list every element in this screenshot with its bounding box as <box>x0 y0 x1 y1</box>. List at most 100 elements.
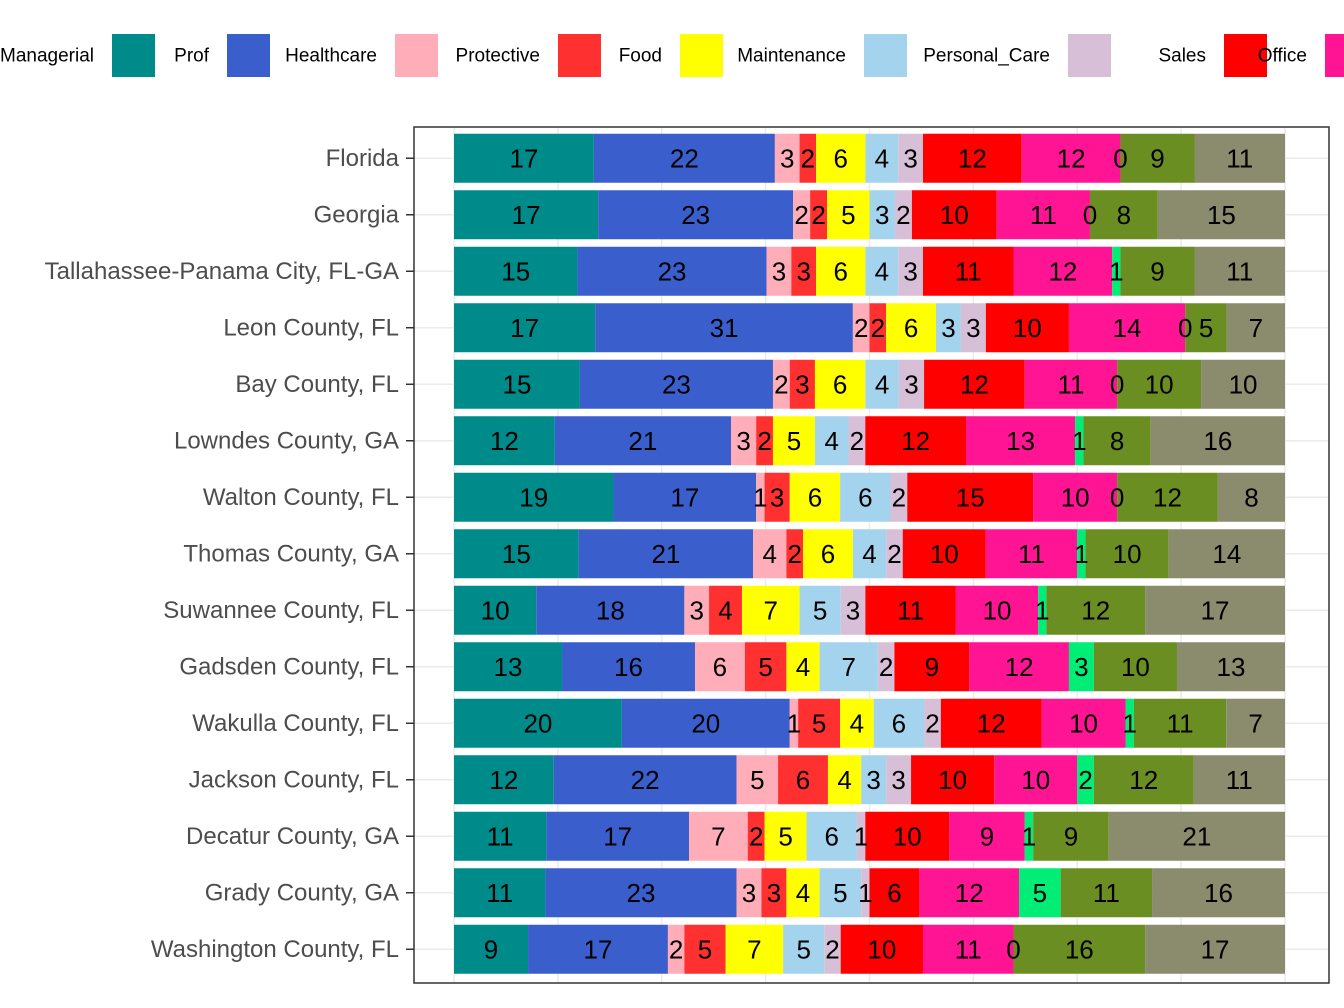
data-label: 4 <box>837 765 851 795</box>
data-label: 3 <box>796 256 810 286</box>
legend-label: Prof <box>174 46 210 67</box>
data-label: 20 <box>691 708 720 738</box>
data-label: 3 <box>770 482 784 512</box>
data-label: 12 <box>977 708 1006 738</box>
legend-key-series-9 <box>1325 34 1344 77</box>
y-tick-label: Georgia <box>314 201 400 228</box>
data-label: 3 <box>772 256 786 286</box>
data-label: 21 <box>1182 821 1211 851</box>
data-label: 10 <box>938 765 967 795</box>
y-tick-label: Leon County, FL <box>223 314 399 341</box>
data-label: 11 <box>1018 539 1045 569</box>
data-label: 6 <box>904 313 918 343</box>
data-label: 0 <box>1110 482 1124 512</box>
data-label: 17 <box>1201 934 1230 964</box>
data-label: 5 <box>841 200 855 230</box>
y-tick-label: Walton County, FL <box>203 484 399 511</box>
data-label: 16 <box>1203 426 1232 456</box>
legend-label: Protective <box>456 46 540 67</box>
data-label: 2 <box>801 143 815 173</box>
legend-key-series-3 <box>395 34 438 77</box>
data-label: 17 <box>510 313 539 343</box>
data-label: 3 <box>780 143 794 173</box>
data-label: 22 <box>670 143 699 173</box>
data-label: 2 <box>925 708 939 738</box>
data-label: 9 <box>980 821 994 851</box>
data-label: 2 <box>892 482 906 512</box>
legend: Managerial Prof Healthcare Protective Food Ma… <box>0 34 1344 77</box>
data-label: 2 <box>749 821 763 851</box>
legend-key-series-4 <box>558 34 601 77</box>
data-label: 10 <box>1013 313 1042 343</box>
data-label: 6 <box>833 256 847 286</box>
data-label: 4 <box>796 878 810 908</box>
data-label: 3 <box>903 143 917 173</box>
data-label: 12 <box>489 765 518 795</box>
data-label: 9 <box>1150 256 1164 286</box>
data-label: 3 <box>1074 652 1088 682</box>
data-label: 17 <box>584 934 613 964</box>
data-label: 11 <box>1226 765 1253 795</box>
data-label: 12 <box>1048 256 1077 286</box>
data-label: 6 <box>808 482 822 512</box>
data-label: 22 <box>631 765 660 795</box>
data-label: 16 <box>614 652 643 682</box>
data-label: 1 <box>858 878 872 908</box>
data-label: 12 <box>1005 652 1034 682</box>
data-label: 11 <box>955 934 982 964</box>
data-label: 14 <box>1113 313 1142 343</box>
data-label: 12 <box>490 426 519 456</box>
data-label: 5 <box>750 765 764 795</box>
data-label: 10 <box>983 595 1012 625</box>
data-label: 4 <box>875 143 889 173</box>
data-label: 2 <box>811 200 825 230</box>
data-label: 3 <box>866 765 880 795</box>
data-label: 4 <box>875 256 889 286</box>
data-label: 12 <box>955 878 984 908</box>
data-label: 10 <box>1069 708 1098 738</box>
data-label: 17 <box>1201 595 1230 625</box>
data-label: 5 <box>778 821 792 851</box>
data-label: 15 <box>501 256 530 286</box>
data-label: 11 <box>486 878 513 908</box>
data-label: 7 <box>1248 708 1262 738</box>
legend-label: Personal_Care <box>923 46 1050 67</box>
data-label: 3 <box>767 878 781 908</box>
data-label: 2 <box>825 934 839 964</box>
data-label: 15 <box>1207 200 1236 230</box>
legend-key-series-7 <box>1068 34 1111 77</box>
data-label: 2 <box>794 200 808 230</box>
data-label: 12 <box>1057 143 1086 173</box>
data-label: 5 <box>758 652 772 682</box>
data-label: 23 <box>681 200 710 230</box>
plot-area: 17 22 3 2 6 4 3 12 12 0 9 1117 23 2 2 5 3 2 10 11 0 8 1515 23 3 3… <box>414 127 1329 983</box>
data-label: 15 <box>956 482 985 512</box>
data-label: 13 <box>1217 652 1246 682</box>
data-label: 1 <box>753 482 767 512</box>
data-label: 2 <box>850 426 864 456</box>
data-label: 12 <box>958 143 987 173</box>
data-label: 0 <box>1110 369 1124 399</box>
data-label: 7 <box>747 934 761 964</box>
data-label: 4 <box>763 539 777 569</box>
data-label: 2 <box>787 539 801 569</box>
legend-key-series-5 <box>680 34 723 77</box>
legend-label: Managerial <box>0 46 94 67</box>
y-tick-label: Grady County, GA <box>205 879 399 906</box>
data-label: 1 <box>1022 821 1036 851</box>
data-label: 5 <box>833 878 847 908</box>
data-label: 5 <box>1033 878 1047 908</box>
data-label: 3 <box>795 369 809 399</box>
data-label: 10 <box>481 595 510 625</box>
data-label: 16 <box>1065 934 1094 964</box>
data-label: 12 <box>960 369 989 399</box>
y-tick-label: Jackson County, FL <box>189 766 399 793</box>
data-label: 17 <box>670 482 699 512</box>
data-label: 19 <box>519 482 548 512</box>
data-label: 5 <box>698 934 712 964</box>
data-label: 11 <box>1226 256 1253 286</box>
data-label: 1 <box>854 821 868 851</box>
data-label: 23 <box>658 256 687 286</box>
data-label: 10 <box>930 539 959 569</box>
data-label: 8 <box>1244 482 1258 512</box>
